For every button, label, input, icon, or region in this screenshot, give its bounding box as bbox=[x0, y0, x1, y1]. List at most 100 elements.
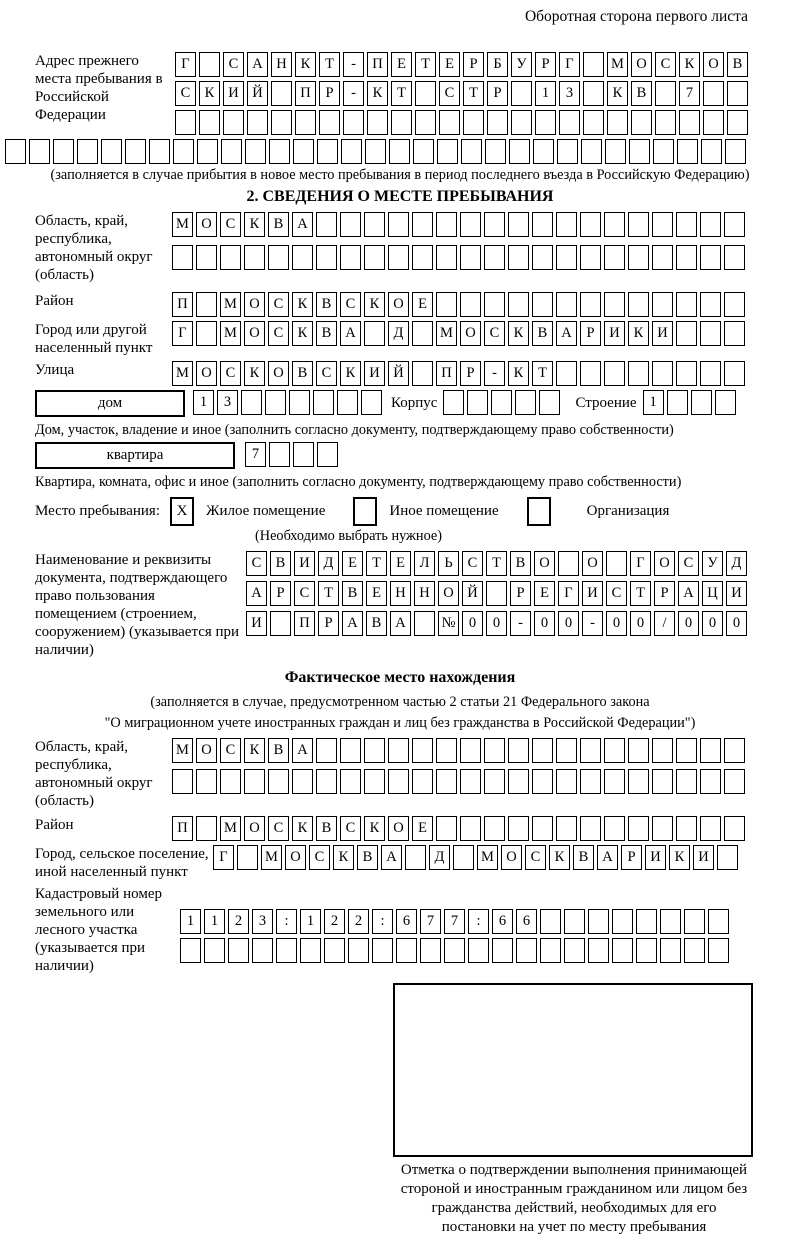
char-cell[interactable]: И bbox=[726, 581, 747, 606]
char-cell[interactable] bbox=[676, 292, 697, 317]
char-cell[interactable] bbox=[343, 110, 364, 135]
char-cell[interactable]: К bbox=[295, 52, 316, 77]
char-cell[interactable] bbox=[727, 110, 748, 135]
char-cell[interactable]: 6 bbox=[516, 909, 537, 934]
char-cell[interactable]: О bbox=[438, 581, 459, 606]
char-cell[interactable]: С bbox=[340, 292, 361, 317]
char-cell[interactable]: М bbox=[607, 52, 628, 77]
char-cell[interactable] bbox=[467, 390, 489, 415]
char-cell[interactable] bbox=[724, 292, 745, 317]
char-cell[interactable] bbox=[244, 245, 265, 270]
char-cell[interactable]: П bbox=[436, 361, 457, 386]
char-cell[interactable] bbox=[436, 245, 457, 270]
char-cell[interactable]: А bbox=[292, 738, 313, 763]
char-cell[interactable] bbox=[175, 110, 196, 135]
char-cell[interactable] bbox=[724, 738, 745, 763]
char-cell[interactable]: П bbox=[172, 816, 193, 841]
char-cell[interactable]: 6 bbox=[492, 909, 513, 934]
char-cell[interactable]: М bbox=[477, 845, 498, 870]
char-cell[interactable]: 0 bbox=[606, 611, 627, 636]
char-cell[interactable]: А bbox=[247, 52, 268, 77]
char-cell[interactable] bbox=[340, 212, 361, 237]
char-cell[interactable]: В bbox=[316, 816, 337, 841]
char-cell[interactable]: К bbox=[679, 52, 700, 77]
char-cell[interactable] bbox=[606, 551, 627, 576]
char-cell[interactable]: № bbox=[438, 611, 459, 636]
char-cell[interactable] bbox=[196, 816, 217, 841]
char-cell[interactable]: 7 bbox=[245, 442, 266, 467]
char-cell[interactable] bbox=[676, 361, 697, 386]
char-cell[interactable] bbox=[340, 738, 361, 763]
char-cell[interactable]: С bbox=[606, 581, 627, 606]
char-cell[interactable] bbox=[53, 139, 74, 164]
char-cell[interactable]: 2 bbox=[228, 909, 249, 934]
char-cell[interactable] bbox=[700, 361, 721, 386]
char-cell[interactable]: О bbox=[388, 292, 409, 317]
char-cell[interactable]: К bbox=[292, 292, 313, 317]
char-cell[interactable] bbox=[676, 321, 697, 346]
char-cell[interactable] bbox=[460, 212, 481, 237]
char-cell[interactable]: К bbox=[508, 321, 529, 346]
char-cell[interactable]: 3 bbox=[252, 909, 273, 934]
stay-organization-checkbox[interactable] bbox=[526, 497, 551, 526]
char-cell[interactable] bbox=[197, 139, 218, 164]
char-cell[interactable] bbox=[532, 738, 553, 763]
char-cell[interactable] bbox=[532, 245, 553, 270]
char-cell[interactable] bbox=[268, 769, 289, 794]
char-cell[interactable] bbox=[492, 938, 513, 963]
char-cell[interactable]: Л bbox=[414, 551, 435, 576]
char-cell[interactable]: Г bbox=[172, 321, 193, 346]
char-cell[interactable] bbox=[484, 245, 505, 270]
char-cell[interactable] bbox=[580, 292, 601, 317]
char-cell[interactable] bbox=[690, 390, 712, 415]
char-cell[interactable] bbox=[556, 738, 577, 763]
char-cell[interactable]: Р bbox=[463, 52, 484, 77]
char-cell[interactable]: М bbox=[220, 292, 241, 317]
char-cell[interactable]: О bbox=[268, 361, 289, 386]
char-cell[interactable]: К bbox=[244, 738, 265, 763]
char-cell[interactable]: В bbox=[316, 321, 337, 346]
char-cell[interactable]: В bbox=[366, 611, 387, 636]
char-cell[interactable] bbox=[700, 816, 721, 841]
char-cell[interactable] bbox=[703, 81, 724, 106]
char-cell[interactable]: М bbox=[172, 361, 193, 386]
char-cell[interactable]: 7 bbox=[679, 81, 700, 106]
char-cell[interactable]: С bbox=[220, 738, 241, 763]
char-cell[interactable]: С bbox=[268, 292, 289, 317]
char-cell[interactable] bbox=[348, 938, 369, 963]
char-cell[interactable]: И bbox=[223, 81, 244, 106]
char-cell[interactable]: Т bbox=[463, 81, 484, 106]
char-cell[interactable]: К bbox=[364, 292, 385, 317]
char-cell[interactable] bbox=[365, 139, 386, 164]
char-cell[interactable] bbox=[364, 769, 385, 794]
char-cell[interactable] bbox=[412, 769, 433, 794]
char-cell[interactable] bbox=[389, 139, 410, 164]
char-cell[interactable]: В bbox=[727, 52, 748, 77]
char-cell[interactable]: К bbox=[607, 81, 628, 106]
char-cell[interactable] bbox=[532, 816, 553, 841]
char-cell[interactable] bbox=[313, 390, 334, 415]
char-cell[interactable] bbox=[439, 110, 460, 135]
char-cell[interactable] bbox=[676, 769, 697, 794]
char-cell[interactable] bbox=[652, 245, 673, 270]
char-cell[interactable] bbox=[581, 139, 602, 164]
char-cell[interactable] bbox=[316, 212, 337, 237]
char-cell[interactable]: В bbox=[316, 292, 337, 317]
char-cell[interactable] bbox=[556, 769, 577, 794]
char-cell[interactable] bbox=[101, 139, 122, 164]
char-cell[interactable]: Ц bbox=[702, 581, 723, 606]
char-cell[interactable] bbox=[295, 110, 316, 135]
char-cell[interactable] bbox=[677, 139, 698, 164]
char-cell[interactable] bbox=[557, 139, 578, 164]
char-cell[interactable] bbox=[77, 139, 98, 164]
char-cell[interactable]: В bbox=[342, 581, 363, 606]
char-cell[interactable]: О bbox=[582, 551, 603, 576]
char-cell[interactable] bbox=[199, 52, 220, 77]
char-cell[interactable] bbox=[539, 390, 561, 415]
char-cell[interactable] bbox=[316, 738, 337, 763]
char-cell[interactable] bbox=[460, 245, 481, 270]
char-cell[interactable]: Г bbox=[559, 52, 580, 77]
char-cell[interactable] bbox=[703, 110, 724, 135]
char-cell[interactable] bbox=[700, 321, 721, 346]
char-cell[interactable] bbox=[652, 816, 673, 841]
